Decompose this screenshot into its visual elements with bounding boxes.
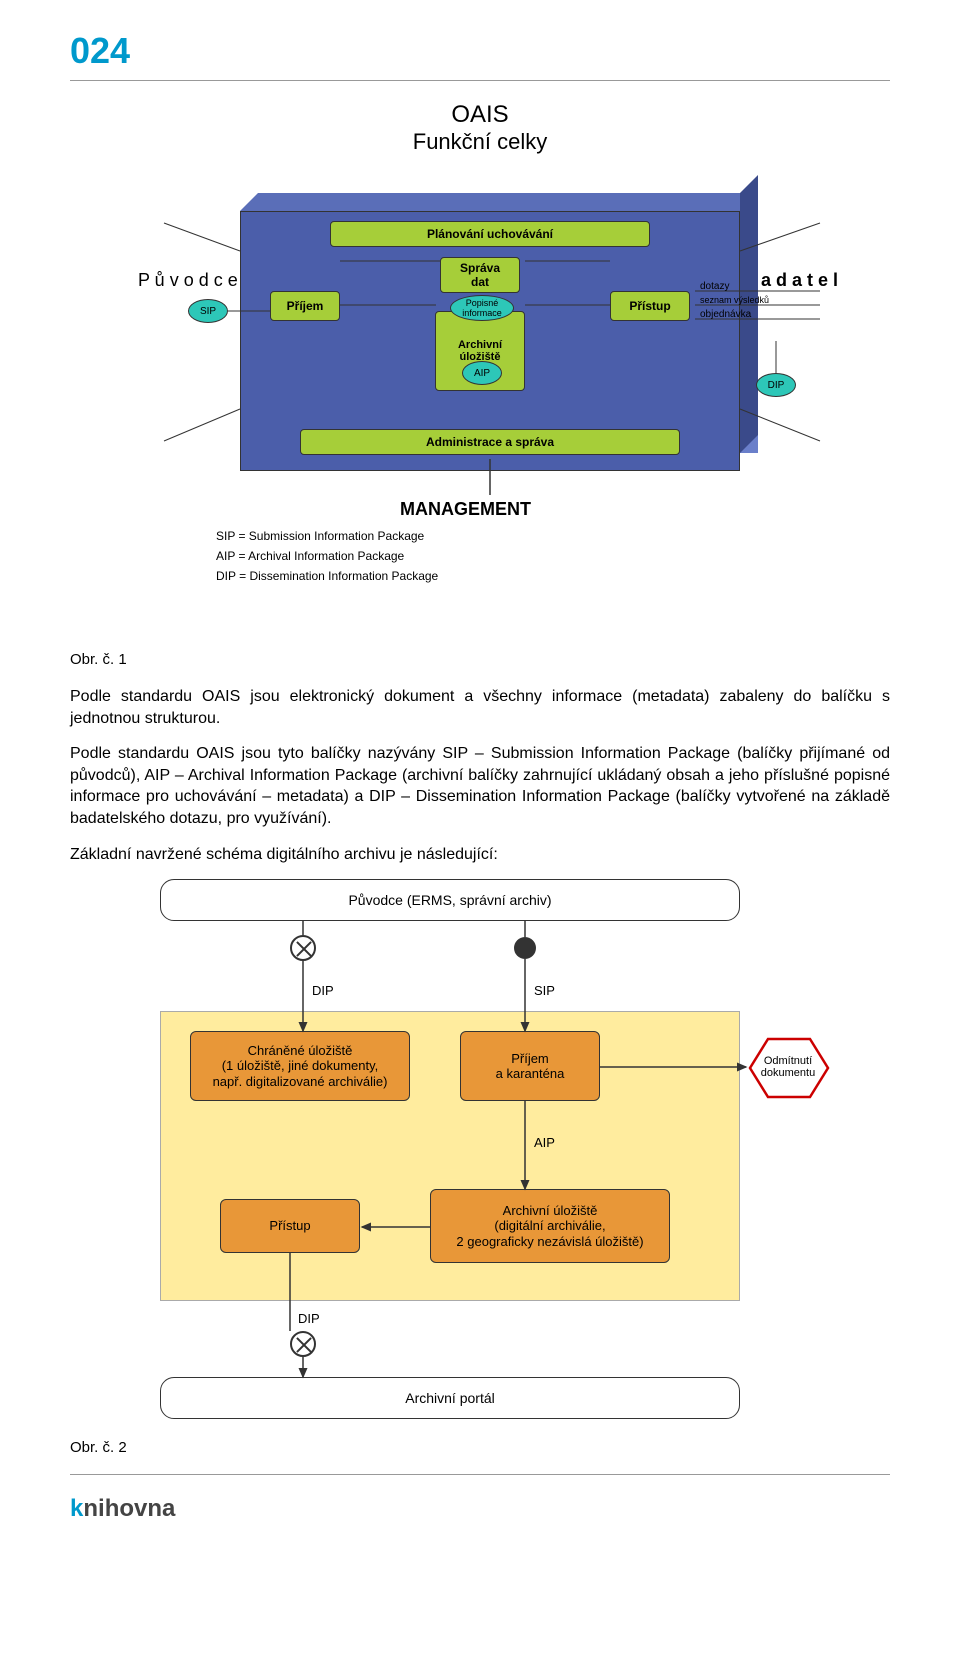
footer-logo: knihovna [70, 1495, 890, 1523]
ellipse-sip: SIP [188, 299, 228, 323]
box-admin: Administrace a správa [300, 429, 680, 455]
box-archive-storage: Archivní úložiště (digitální archiválie,… [430, 1189, 670, 1263]
box-portal: Archivní portál [160, 1377, 740, 1419]
box-ingest-quarantine: Příjem a karanténa [460, 1031, 600, 1101]
paragraph-3: Základní navržené schéma digitálního arc… [70, 844, 890, 866]
figure-oais: OAIS Funkční celky P ů v o d c e B a d a… [120, 101, 840, 621]
label-dip-bottom: DIP [298, 1311, 320, 1326]
legend-aip: AIP = Archival Information Package [216, 549, 404, 563]
label-queries: dotazy [700, 281, 729, 292]
legend-dip: DIP = Dissemination Information Package [216, 569, 438, 583]
divider-bottom [70, 1474, 890, 1475]
caption-2: Obr. č. 2 [70, 1439, 890, 1456]
page-number: 024 [70, 30, 890, 72]
label-dip-top: DIP [312, 983, 334, 998]
box-originator: Původce (ERMS, správní archiv) [160, 879, 740, 921]
paragraph-1: Podle standardu OAIS jsou elektronický d… [70, 686, 890, 729]
footer-k: k [70, 1495, 83, 1522]
label-aip-mid: AIP [534, 1135, 555, 1150]
ellipse-desc-info: Popisné informace [450, 295, 514, 321]
hex-reject: Odmítnutí dokumentu [748, 1037, 828, 1097]
hex-reject-text: Odmítnutí dokumentu [761, 1055, 815, 1079]
box-data-mgmt: Správa dat [440, 257, 520, 293]
label-sip-top: SIP [534, 983, 555, 998]
divider [70, 80, 890, 81]
box-access: Přístup [610, 291, 690, 321]
label-order: objednávka [700, 309, 751, 320]
ellipse-dip: DIP [756, 373, 796, 397]
box-planning: Plánování uchovávání [330, 221, 650, 247]
label-results: seznam výsledků [700, 295, 769, 305]
caption-1: Obr. č. 1 [70, 651, 890, 668]
ellipse-aip: AIP [462, 361, 502, 385]
label-management: MANAGEMENT [400, 499, 531, 520]
footer-rest: nihovna [83, 1495, 175, 1522]
oais-subtitle: Funkční celky [120, 129, 840, 155]
figure-archive-schema: Původce (ERMS, správní archiv) Chráněné … [140, 879, 820, 1419]
paragraph-2: Podle standardu OAIS jsou tyto balíčky n… [70, 743, 890, 829]
oais-cube: Plánování uchovávání Příjem Správa dat A… [240, 211, 740, 471]
box-ingest: Příjem [270, 291, 340, 321]
dot-top-right [514, 937, 536, 959]
box-protected-storage: Chráněné úložiště (1 úložiště, jiné doku… [190, 1031, 410, 1101]
label-puvodce: P ů v o d c e [138, 271, 238, 291]
xnode-top-left [290, 935, 316, 961]
box-access: Přístup [220, 1199, 360, 1253]
legend-sip: SIP = Submission Information Package [216, 529, 424, 543]
xnode-bottom [290, 1331, 316, 1357]
oais-title: OAIS [120, 101, 840, 129]
